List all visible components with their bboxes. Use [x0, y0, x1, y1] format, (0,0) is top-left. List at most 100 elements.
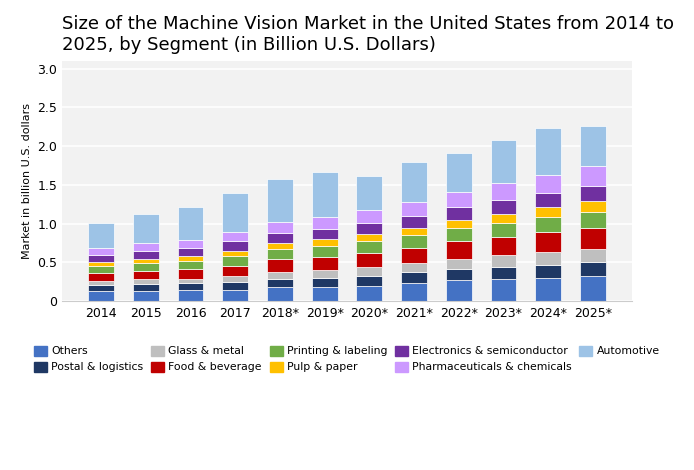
Bar	[133, 251, 159, 258]
Bar	[267, 272, 293, 279]
Bar	[491, 267, 516, 280]
Bar	[267, 243, 293, 249]
Bar	[580, 276, 606, 301]
Bar	[535, 127, 561, 175]
Bar	[580, 187, 606, 201]
Bar	[401, 216, 427, 227]
Bar	[88, 285, 114, 291]
Bar	[357, 211, 382, 223]
Bar	[580, 227, 606, 249]
Bar	[133, 263, 159, 271]
Bar	[535, 207, 561, 218]
Bar	[312, 218, 337, 229]
Bar	[88, 266, 114, 273]
Bar	[580, 249, 606, 262]
Bar	[312, 172, 337, 218]
Bar	[222, 232, 248, 242]
Bar	[133, 258, 159, 263]
Bar	[401, 263, 427, 273]
Bar	[133, 243, 159, 251]
Bar	[267, 249, 293, 259]
Bar	[446, 207, 472, 220]
Bar	[222, 256, 248, 266]
Bar	[580, 126, 606, 166]
Bar	[312, 229, 337, 239]
Bar	[357, 242, 382, 253]
Bar	[401, 248, 427, 263]
Bar	[178, 207, 203, 240]
Bar	[222, 193, 248, 232]
Bar	[446, 280, 472, 301]
Bar	[357, 286, 382, 301]
Bar	[535, 194, 561, 207]
Bar	[222, 276, 248, 282]
Bar	[222, 266, 248, 276]
Bar	[357, 275, 382, 286]
Bar	[267, 287, 293, 301]
Bar	[222, 290, 248, 301]
Bar	[401, 283, 427, 301]
Bar	[178, 240, 203, 248]
Y-axis label: Market in billion U.S. dollars: Market in billion U.S. dollars	[22, 103, 32, 259]
Bar	[88, 262, 114, 266]
Bar	[267, 180, 293, 222]
Bar	[401, 235, 427, 248]
Bar	[535, 278, 561, 301]
Bar	[401, 273, 427, 283]
Bar	[446, 242, 472, 258]
Bar	[88, 281, 114, 285]
Bar	[446, 258, 472, 269]
Bar	[401, 227, 427, 235]
Bar	[535, 252, 561, 265]
Bar	[580, 212, 606, 227]
Bar	[267, 233, 293, 243]
Bar	[446, 220, 472, 228]
Bar	[535, 265, 561, 278]
Bar	[178, 279, 203, 283]
Bar	[133, 280, 159, 284]
Bar	[222, 242, 248, 251]
Bar	[267, 259, 293, 272]
Bar	[446, 153, 472, 192]
Bar	[88, 291, 114, 301]
Bar	[222, 282, 248, 290]
Bar	[133, 213, 159, 243]
Legend: Others, Postal & logistics, Glass & metal, Food & beverage, Printing & labeling,: Others, Postal & logistics, Glass & meta…	[31, 343, 663, 376]
Bar	[312, 246, 337, 257]
Bar	[446, 228, 472, 242]
Bar	[88, 223, 114, 249]
Bar	[491, 183, 516, 200]
Bar	[88, 255, 114, 262]
Bar	[312, 257, 337, 270]
Bar	[401, 202, 427, 216]
Bar	[491, 280, 516, 301]
Bar	[133, 291, 159, 301]
Bar	[401, 162, 427, 202]
Bar	[446, 192, 472, 207]
Bar	[535, 175, 561, 194]
Bar	[178, 248, 203, 256]
Bar	[535, 232, 561, 252]
Bar	[357, 223, 382, 234]
Bar	[491, 213, 516, 223]
Bar	[491, 140, 516, 183]
Bar	[491, 200, 516, 213]
Bar	[491, 237, 516, 255]
Bar	[222, 251, 248, 256]
Bar	[312, 278, 337, 287]
Text: Size of the Machine Vision Market in the United States from 2014 to
2025, by Seg: Size of the Machine Vision Market in the…	[62, 15, 675, 54]
Bar	[446, 269, 472, 280]
Bar	[133, 271, 159, 280]
Bar	[178, 269, 203, 279]
Bar	[357, 253, 382, 267]
Bar	[312, 239, 337, 246]
Bar	[491, 223, 516, 237]
Bar	[312, 287, 337, 301]
Bar	[357, 234, 382, 242]
Bar	[580, 262, 606, 276]
Bar	[178, 283, 203, 290]
Bar	[88, 249, 114, 255]
Bar	[357, 176, 382, 211]
Bar	[178, 256, 203, 261]
Bar	[88, 273, 114, 281]
